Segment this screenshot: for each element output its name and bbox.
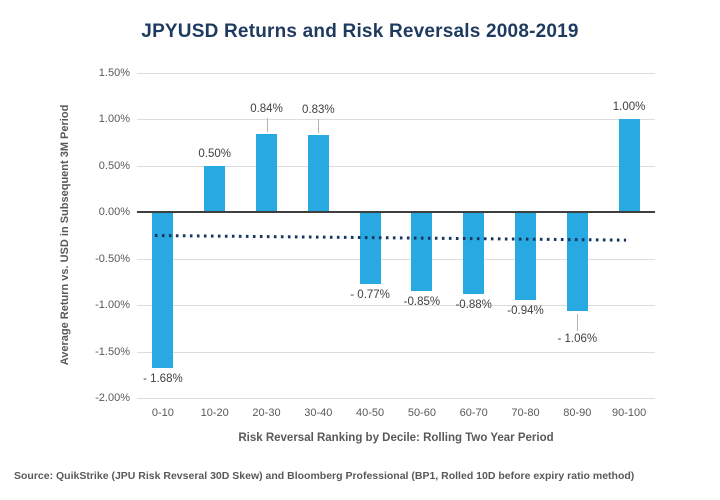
x-tick-label: 90-100 <box>611 407 647 419</box>
bar <box>566 213 588 311</box>
x-tick-label: 30-40 <box>304 407 333 419</box>
bar-value-label: -0.88% <box>455 299 492 311</box>
bar <box>618 119 640 213</box>
x-axis-title: Risk Reversal Ranking by Decile: Rolling… <box>238 432 554 444</box>
gridline <box>137 398 655 399</box>
x-tick-label: 20-30 <box>252 407 281 419</box>
y-tick-label: -0.50% <box>95 252 130 265</box>
bar <box>463 213 485 294</box>
bar <box>204 165 226 213</box>
chart-title: JPYUSD Returns and Risk Reversals 2008-2… <box>141 21 579 42</box>
bar-value-label: - 1.68% <box>143 373 183 386</box>
y-tick-label: -2.00% <box>95 392 130 404</box>
leader-line <box>266 118 268 133</box>
x-tick-label: 10-20 <box>200 407 229 419</box>
y-tick-label: -1.50% <box>95 345 130 358</box>
gridline <box>137 165 655 167</box>
x-tick-label: 80-90 <box>563 407 592 419</box>
y-tick-label: -1.00% <box>95 299 130 312</box>
bar <box>411 213 433 292</box>
x-tick-label: 40-50 <box>356 407 385 419</box>
x-tick-label: 0-10 <box>151 407 174 419</box>
gridline <box>137 119 655 121</box>
leader-line <box>318 119 320 134</box>
x-tick-label: 60-70 <box>459 407 488 419</box>
gridline <box>137 305 655 307</box>
bar <box>515 213 536 300</box>
y-axis-title: Average Return vs. USD in Subsequent 3M … <box>59 104 71 366</box>
bar-value-label: - 1.06% <box>557 332 598 345</box>
gridline <box>137 258 655 260</box>
x-tick-label: 50-60 <box>407 407 436 419</box>
y-tick-label: 0.50% <box>98 159 130 172</box>
leader-line <box>577 313 579 331</box>
bar <box>359 213 381 284</box>
y-tick-label: 1.00% <box>98 113 130 126</box>
bar-value-label: -0.94% <box>507 304 544 317</box>
bar <box>256 134 277 213</box>
gridline <box>137 73 655 74</box>
y-tick-label: 1.50% <box>98 67 130 79</box>
bar-value-label: 1.00% <box>612 101 646 114</box>
bar-value-label: - 0.77% <box>350 288 390 301</box>
bar-value-label: 0.84% <box>250 103 283 116</box>
bar-value-label: 0.83% <box>301 104 335 117</box>
zero-axis-line <box>137 211 655 214</box>
bar-value-label: 0.50% <box>198 147 231 160</box>
bar-value-label: -0.85% <box>403 296 441 309</box>
gridline <box>137 351 655 353</box>
source-note: Source: QuikStrike (JPU Risk Revseral 30… <box>14 470 635 482</box>
x-tick-label: 70-80 <box>511 407 540 419</box>
y-tick-label: 0.00% <box>98 206 130 219</box>
plot-area <box>137 73 655 399</box>
bar <box>152 213 174 369</box>
bar <box>307 135 329 213</box>
